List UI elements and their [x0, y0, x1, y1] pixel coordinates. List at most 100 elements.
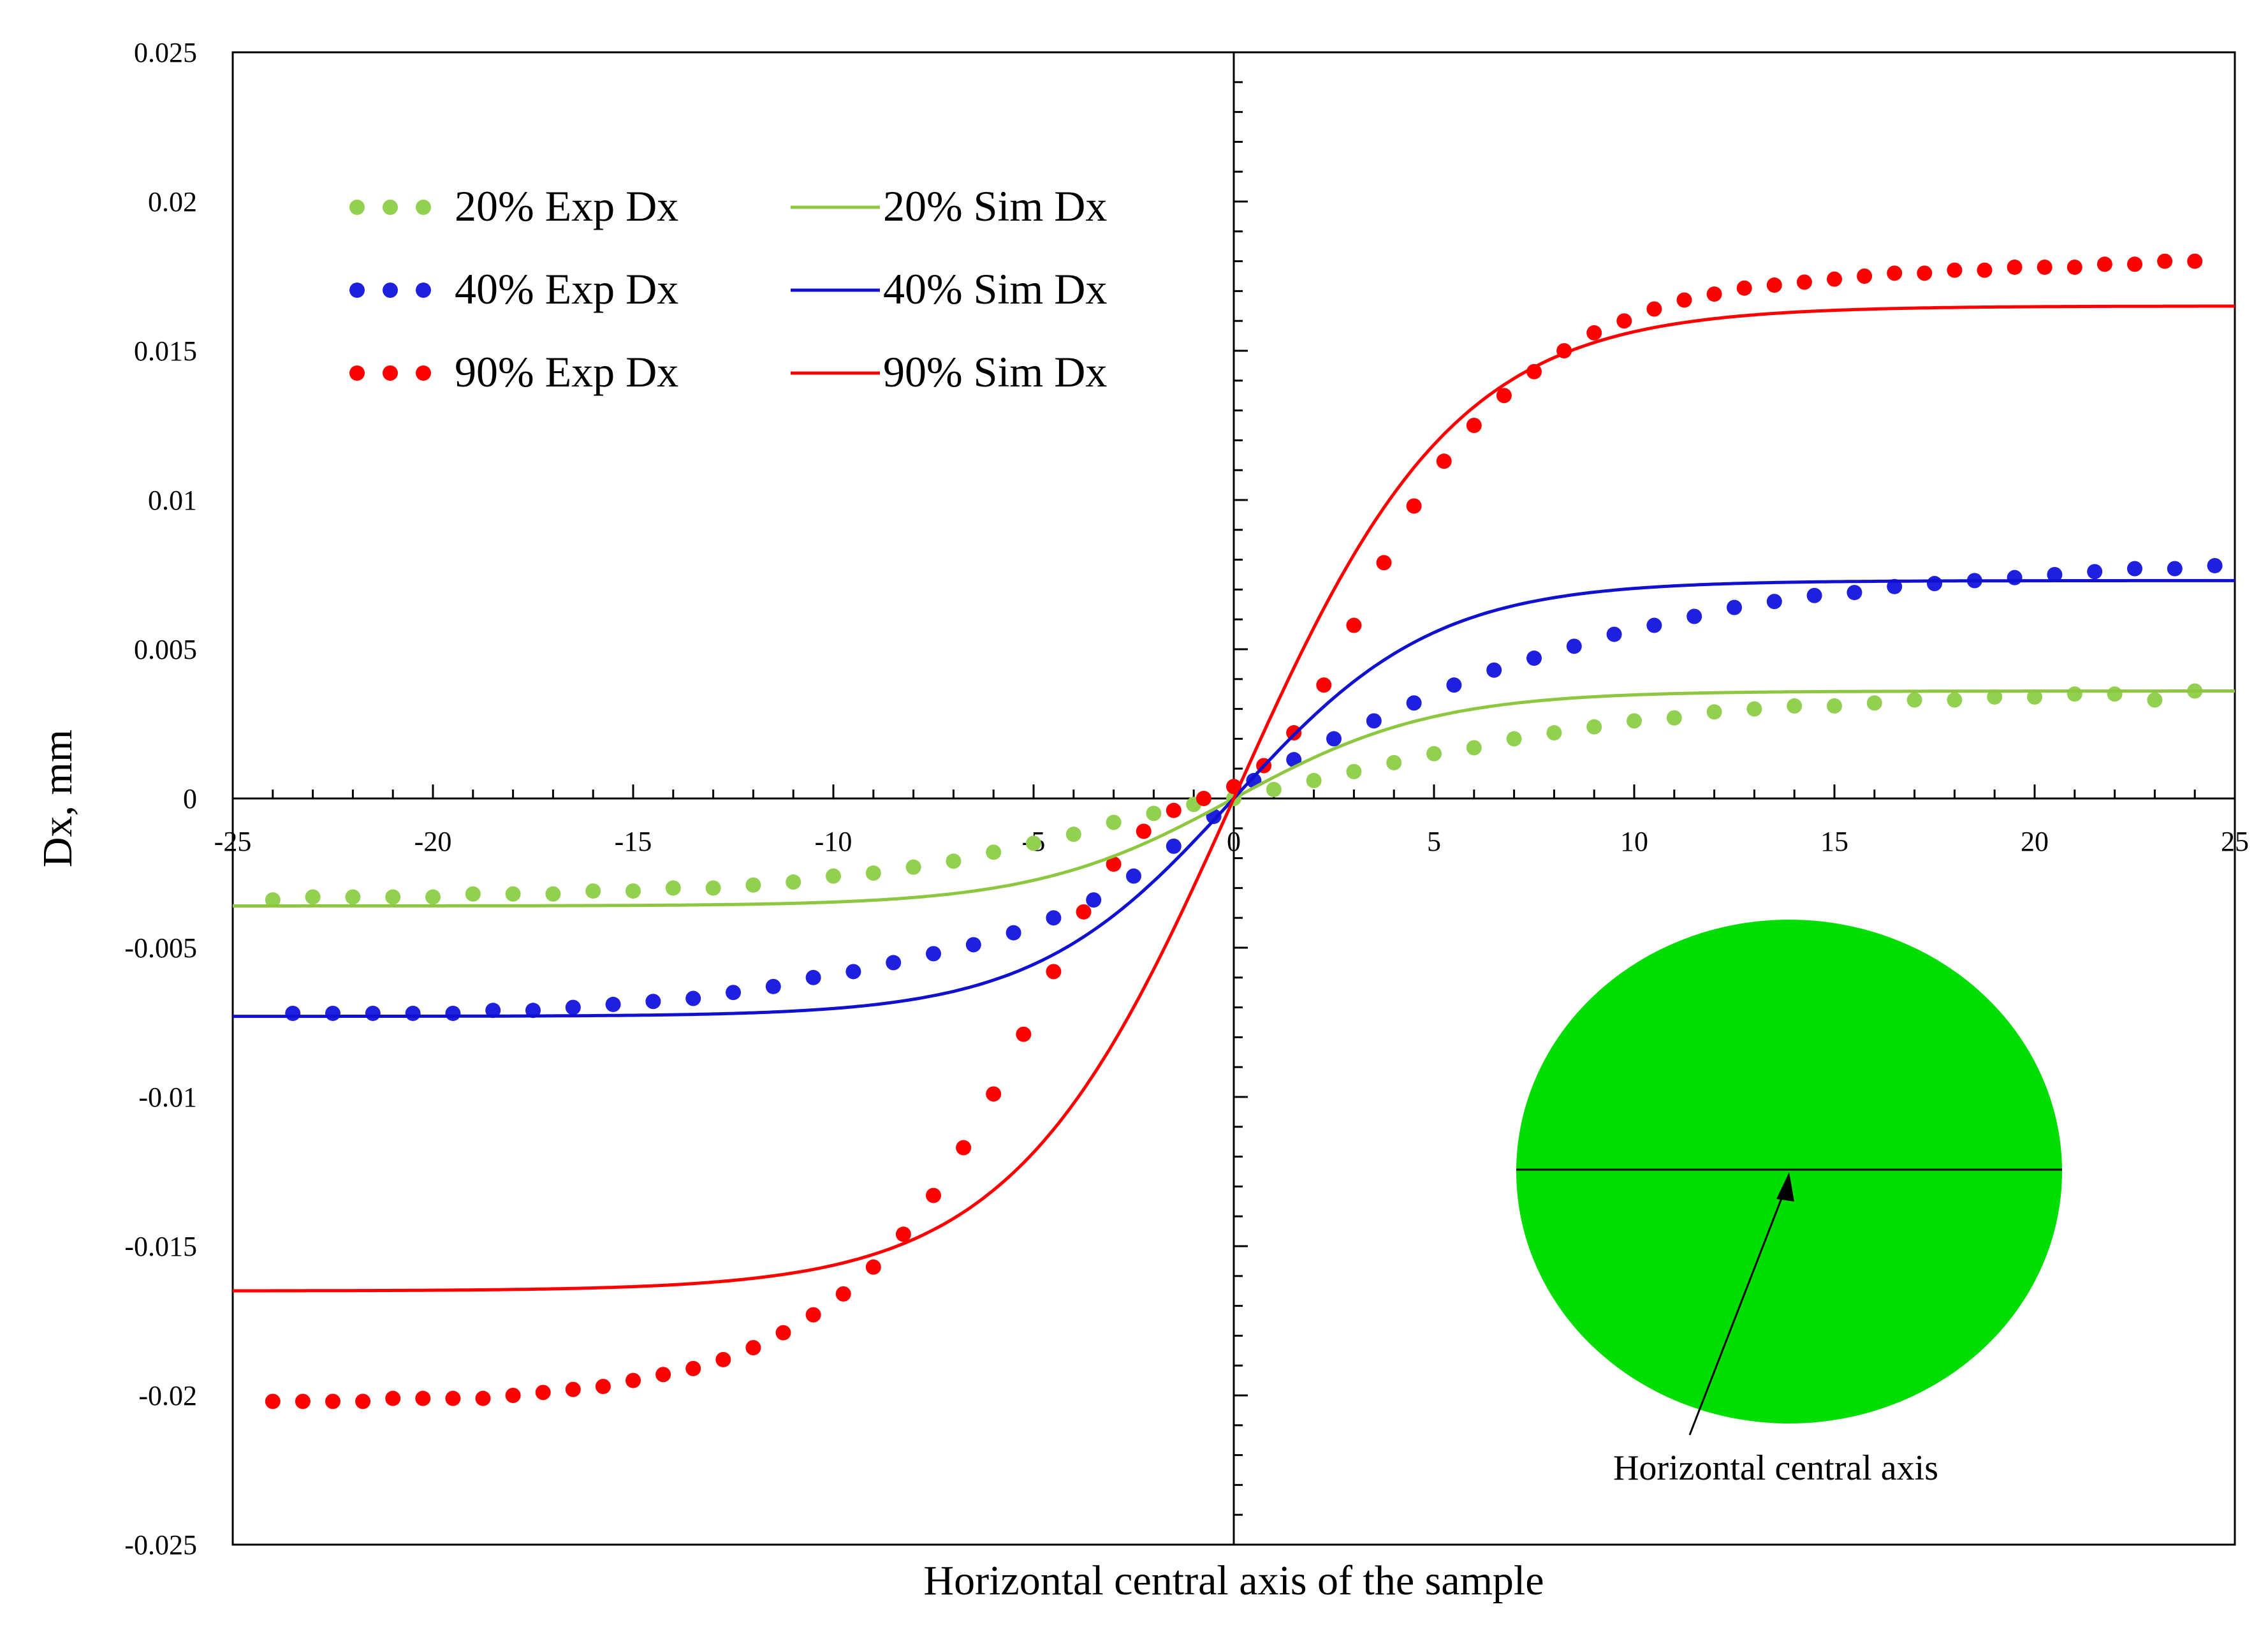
data-point — [1266, 781, 1282, 797]
data-point — [745, 877, 761, 893]
data-point — [425, 889, 441, 905]
data-point — [786, 874, 801, 890]
data-point — [1586, 325, 1602, 341]
data-point — [385, 1390, 401, 1406]
y-tick-label: -0.015 — [124, 1231, 197, 1262]
data-point — [1376, 555, 1392, 571]
legend-marker-dot — [416, 200, 431, 215]
data-point — [2207, 557, 2223, 573]
data-point — [1466, 740, 1482, 756]
y-tick-label: -0.025 — [124, 1529, 197, 1561]
legend-label: 40% Sim Dx — [883, 265, 1107, 313]
legend: 20% Exp Dx 40% Exp Dx 90% Exp Dx 20% Sim Dx… — [349, 182, 1107, 396]
data-point — [345, 889, 361, 905]
data-point — [475, 1390, 491, 1406]
x-tick-label: 10 — [1620, 826, 1648, 857]
data-point — [1666, 710, 1682, 726]
data-point — [2007, 259, 2023, 275]
data-point — [565, 999, 581, 1015]
legend-marker-dot — [383, 200, 398, 215]
data-point — [505, 886, 521, 902]
data-point — [745, 1340, 761, 1356]
data-point — [1847, 585, 1862, 601]
data-point — [1827, 698, 1842, 714]
data-point — [265, 892, 281, 908]
data-point — [1526, 651, 1542, 666]
data-point — [956, 1140, 972, 1156]
data-point — [2107, 686, 2123, 702]
data-point — [1076, 904, 1092, 920]
data-point — [835, 1286, 851, 1302]
inset-arrow-head — [1776, 1172, 1794, 1202]
legend-marker-dot — [383, 283, 398, 298]
y-tick-label: 0.005 — [134, 634, 197, 665]
data-point — [1086, 892, 1102, 908]
data-point — [926, 1188, 941, 1203]
y-tick-label: -0.02 — [138, 1380, 197, 1411]
data-point — [1627, 713, 1642, 729]
data-point — [2067, 686, 2082, 702]
data-point — [1126, 868, 1141, 884]
data-point — [1906, 692, 1922, 708]
data-point — [285, 1005, 301, 1021]
data-point — [415, 1390, 431, 1406]
data-point — [1766, 277, 1782, 293]
data-point — [385, 889, 401, 905]
data-point — [565, 1381, 581, 1397]
y-tick-label: 0.01 — [148, 485, 197, 516]
legend-label: 20% Sim Dx — [883, 182, 1107, 230]
data-point — [2157, 253, 2173, 269]
data-point — [2127, 561, 2142, 577]
data-point — [1646, 617, 1662, 633]
y-tick-label: 0 — [183, 783, 197, 814]
data-point — [1746, 701, 1762, 717]
data-point — [845, 964, 861, 980]
data-point — [525, 1003, 541, 1018]
data-point — [1446, 677, 1462, 693]
data-point — [325, 1005, 340, 1021]
inset-sample-disk — [1516, 920, 2062, 1423]
inset-arrow-shaft — [1688, 1183, 1789, 1436]
data-point — [1646, 301, 1662, 317]
data-point — [1065, 827, 1081, 842]
data-point — [1736, 280, 1752, 296]
data-point — [1796, 274, 1812, 290]
data-point — [1676, 292, 1692, 308]
data-point — [595, 1378, 611, 1394]
data-point — [655, 1367, 671, 1383]
data-point — [645, 994, 661, 1010]
data-point — [485, 1003, 501, 1018]
data-point — [726, 985, 741, 1001]
x-tick-label: 20 — [2021, 826, 2049, 857]
x-tick-label: -15 — [615, 826, 652, 857]
data-point — [865, 1259, 881, 1275]
data-point — [1947, 692, 1963, 708]
data-point — [1046, 964, 1062, 980]
data-point — [585, 883, 601, 899]
data-point — [365, 1005, 381, 1021]
data-point — [1466, 418, 1482, 433]
data-point — [1146, 805, 1162, 821]
data-point — [705, 880, 721, 896]
data-point — [1496, 388, 1512, 404]
data-point — [1406, 695, 1422, 711]
data-point — [445, 1390, 461, 1406]
data-point — [1727, 599, 1742, 615]
data-point — [1306, 772, 1322, 788]
data-point — [965, 937, 981, 953]
data-point — [626, 1372, 641, 1388]
data-point — [1787, 698, 1803, 714]
x-tick-label: -10 — [815, 826, 852, 857]
data-point — [1106, 856, 1122, 872]
series-line-5 — [233, 304, 2235, 1293]
data-point — [1887, 265, 1903, 281]
inset-diagram: Horizontal central axis — [1516, 920, 2062, 1488]
x-tick-label: -20 — [414, 826, 452, 857]
data-point — [325, 1393, 340, 1409]
data-point — [1987, 689, 2003, 705]
data-point — [2096, 256, 2112, 272]
y-axis-title: Dx, mm — [34, 730, 81, 867]
data-point — [2127, 256, 2142, 272]
data-point — [355, 1393, 371, 1409]
legend-marker-dot — [349, 283, 365, 298]
